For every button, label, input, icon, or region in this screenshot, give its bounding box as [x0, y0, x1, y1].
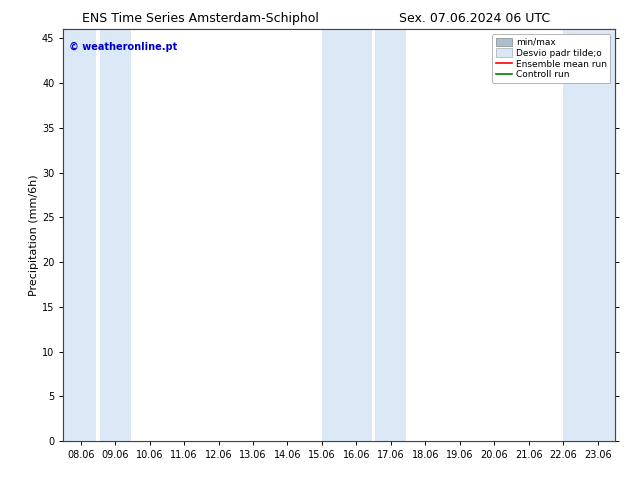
Bar: [375, 29, 406, 441]
Y-axis label: Precipitation (mm/6h): Precipitation (mm/6h): [29, 174, 39, 296]
Legend: min/max, Desvio padr tilde;o, Ensemble mean run, Controll run: min/max, Desvio padr tilde;o, Ensemble m…: [493, 34, 611, 83]
Text: ENS Time Series Amsterdam-Schiphol: ENS Time Series Amsterdam-Schiphol: [82, 12, 320, 25]
Text: © weatheronline.pt: © weatheronline.pt: [69, 42, 177, 52]
Bar: [563, 29, 615, 441]
Bar: [100, 29, 131, 441]
Bar: [63, 29, 96, 441]
Text: Sex. 07.06.2024 06 UTC: Sex. 07.06.2024 06 UTC: [399, 12, 550, 25]
Bar: [322, 29, 372, 441]
